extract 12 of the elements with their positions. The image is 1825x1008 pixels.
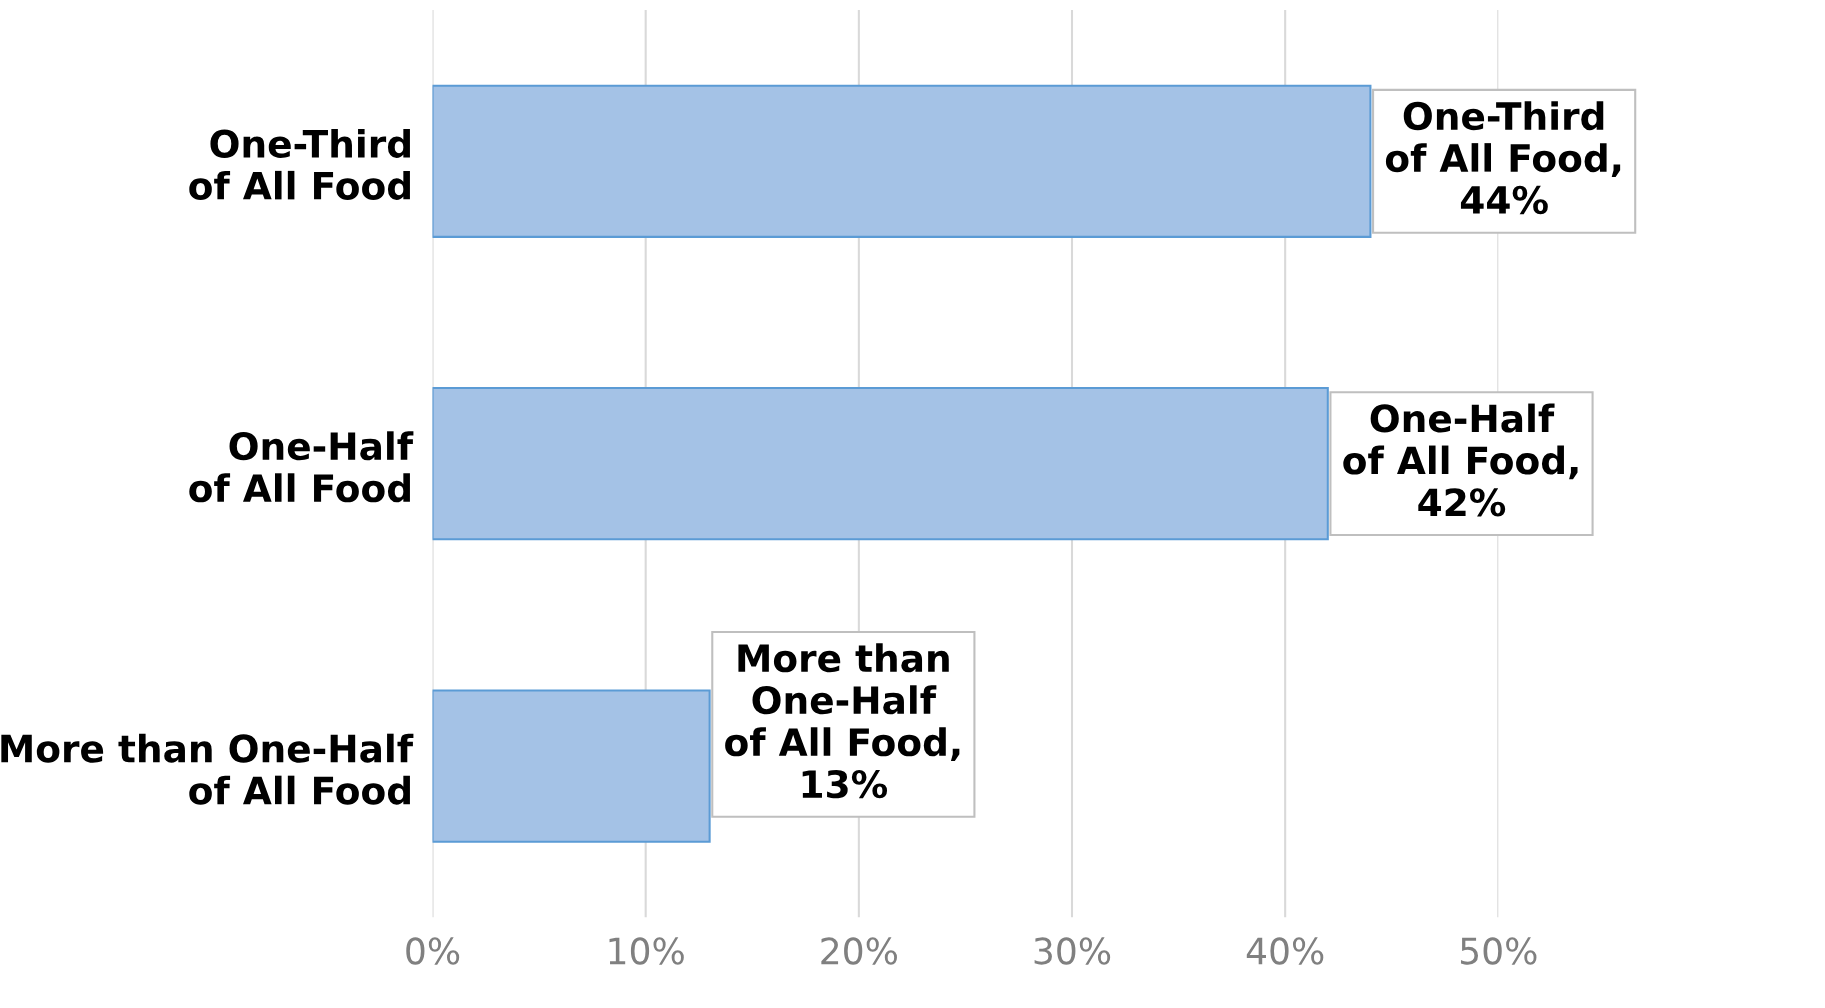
data-label: More than One-Half of All Food, 13% (725, 643, 960, 799)
x-tick-label: 10% (609, 937, 684, 965)
data-label: One-Third of All Food, 44% (1385, 101, 1621, 215)
y-tick-label: More than One-Half of All Food (1, 733, 414, 805)
y-tick-label: One-Third of All Food (189, 128, 410, 200)
x-tick-label: 50% (1460, 937, 1537, 965)
x-tick-label: 30% (1034, 937, 1111, 965)
x-tick-label: 20% (821, 937, 897, 965)
y-tick-label: One-Half of All Food (189, 431, 414, 503)
x-tick-label: 40% (1246, 937, 1324, 965)
data-label: One-Half of All Food, 42% (1343, 403, 1578, 517)
x-tick-label: 0% (406, 937, 460, 965)
